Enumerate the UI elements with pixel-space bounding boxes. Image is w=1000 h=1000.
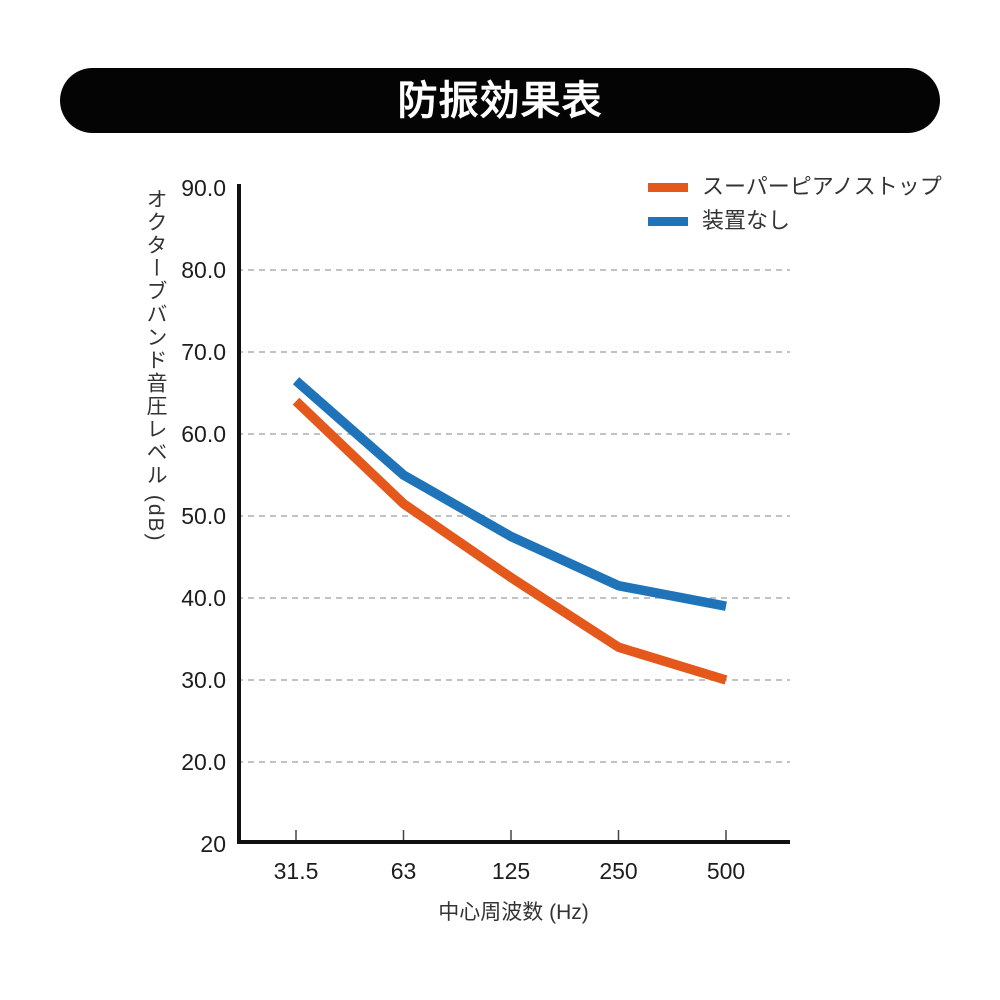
y-tick-label: 80.0 [181,257,226,283]
x-tick-label: 250 [599,858,637,884]
x-tick-labels: 31.5 63 125 250 500 [274,858,746,884]
legend-label-no-device: 装置なし [702,208,791,233]
y-axis-min-label: 20 [200,831,226,857]
x-tick-label: 500 [707,858,745,884]
page-title: 防振効果表 [397,78,603,123]
y-tick-label: 20.0 [181,749,226,775]
y-tick-label: 40.0 [181,585,226,611]
y-tick-label: 90.0 [181,175,226,201]
gridlines [237,269,790,763]
y-tick-label: 50.0 [181,503,226,529]
legend-item-no-device: 装置なし [648,210,942,232]
axes [237,184,790,844]
y-axis-title: オクターブバンド音圧レベル (dB) [144,188,167,543]
title-banner: 防振効果表 [60,68,940,133]
x-axis-title: 中心周波数 (Hz) [438,901,589,924]
series-lines [292,377,728,685]
y-tick-label: 70.0 [181,339,226,365]
y-tick-label: 30.0 [181,667,226,693]
y-tick-label: 60.0 [181,421,226,447]
x-tick-label: 125 [492,858,530,884]
y-tick-labels: 90.0 80.0 70.0 60.0 50.0 40.0 30.0 20.0 20 [181,175,226,857]
legend-swatch-blue [648,216,688,226]
legend: スーパーピアノストップ 装置なし [648,176,942,232]
legend-label-super-piano-stop: スーパーピアノストップ [702,174,942,199]
series-line-no-device [292,377,727,611]
legend-swatch-orange [648,182,688,192]
x-tick-label: 31.5 [274,858,319,884]
legend-item-super-piano-stop: スーパーピアノストップ [648,176,942,198]
x-tick-label: 63 [391,858,417,884]
series-line-super-piano-stop [292,397,728,685]
x-tick-marks [295,830,727,840]
